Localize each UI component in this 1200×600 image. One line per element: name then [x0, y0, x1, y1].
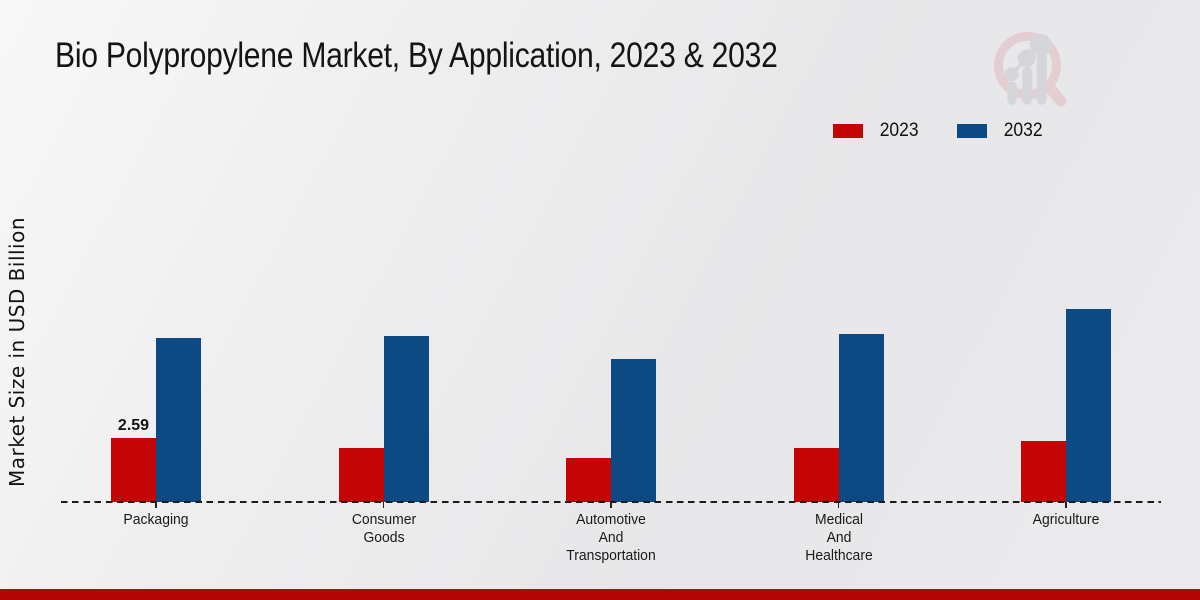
bar-2032-automotive-and-transportation — [611, 359, 656, 502]
logo-bar-small-icon — [1007, 81, 1017, 105]
logo-bar-medium-icon — [1022, 66, 1033, 105]
legend-item-2032: 2032 — [956, 120, 1044, 142]
bar-2023-automotive-and-transportation — [566, 458, 611, 502]
bar-2032-packaging — [156, 338, 201, 502]
x-axis-tick — [837, 502, 840, 508]
bar-2023-consumer-goods — [338, 448, 384, 502]
category-label-medical-and-healthcare: Medical And Healthcare — [804, 511, 873, 564]
bar-2023-medical-and-healthcare — [793, 448, 839, 502]
category-label-agriculture: Agriculture — [1032, 511, 1100, 528]
logo-dot-large-icon — [1029, 34, 1052, 56]
legend: 2023 2032 — [833, 120, 1044, 142]
logo-dot-small-icon — [1004, 67, 1019, 82]
logo-bar-large-icon — [1036, 51, 1047, 105]
bar-2023-agriculture — [1021, 441, 1066, 502]
category-label-packaging: Packaging — [123, 511, 189, 528]
x-axis-tick — [155, 502, 157, 508]
bar-2032-consumer-goods — [383, 336, 429, 502]
x-axis-tick — [610, 502, 612, 508]
bar-2032-medical-and-healthcare — [838, 334, 884, 502]
category-label-automotive-and-transportation: Automotive And Transportation — [566, 511, 656, 564]
bar-2032-agriculture — [1066, 309, 1111, 502]
chart-title: Bio Polypropylene Market, By Application… — [55, 36, 778, 75]
logo-dot-medium-icon — [1017, 49, 1036, 68]
bar-2023-packaging — [111, 438, 156, 502]
zero-baseline — [61, 501, 1161, 503]
legend-swatch-2032 — [956, 124, 987, 138]
market-research-growth-magnifier-logo — [994, 32, 1067, 107]
legend-label-2032: 2032 — [1003, 120, 1043, 141]
legend-item-2023: 2023 — [833, 120, 920, 142]
legend-swatch-2023 — [833, 124, 864, 138]
value-label-2023: 2.59 — [117, 417, 150, 434]
category-label-consumer-goods: Consumer Goods — [351, 511, 416, 546]
x-axis-tick — [1065, 502, 1067, 508]
footer-accent-bar — [0, 589, 1200, 600]
legend-label-2023: 2023 — [880, 120, 920, 141]
x-axis-tick — [382, 502, 385, 508]
magnifier-handle-icon — [1043, 81, 1067, 107]
